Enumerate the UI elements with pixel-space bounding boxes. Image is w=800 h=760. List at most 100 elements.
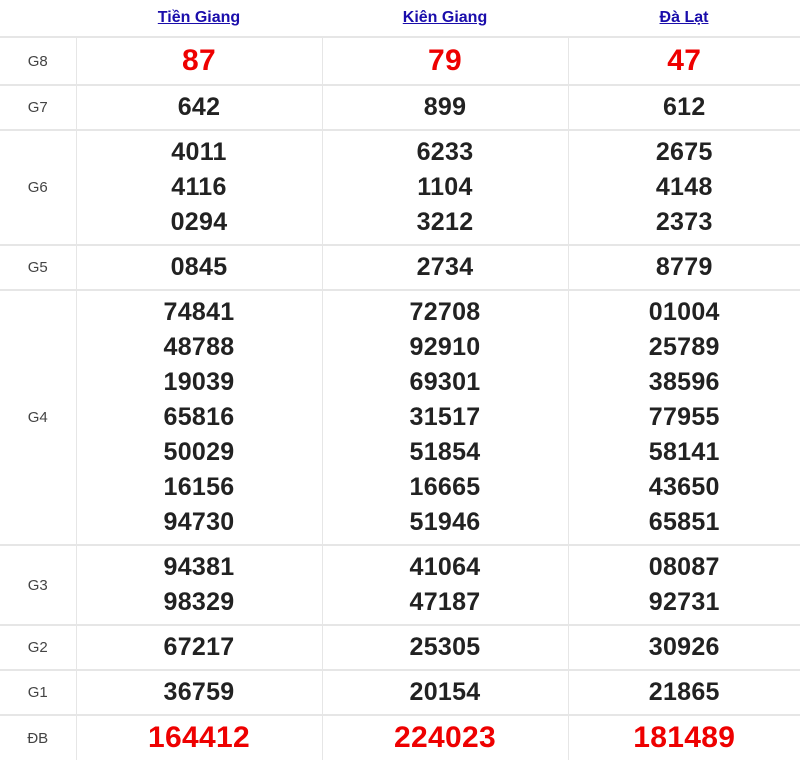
prize-label: G6 — [0, 130, 76, 245]
prize-number: 72708 — [323, 295, 568, 330]
prize-label: ĐB — [0, 715, 76, 760]
prize-number: 4148 — [569, 170, 800, 205]
prize-number: 77955 — [569, 400, 800, 435]
header-empty — [0, 0, 76, 37]
prize-number: 94381 — [77, 550, 322, 585]
prize-number: 92910 — [323, 330, 568, 365]
prize-cell: 67217 — [76, 625, 322, 670]
prize-cell: 0845 — [76, 245, 322, 290]
prize-number: 8779 — [569, 250, 800, 285]
prize-number: 67217 — [77, 630, 322, 665]
prize-cell: 642 — [76, 85, 322, 130]
prize-number: 20154 — [323, 675, 568, 710]
prize-number: 98329 — [77, 585, 322, 620]
prize-cell: 30926 — [568, 625, 800, 670]
prize-number: 47187 — [323, 585, 568, 620]
prize-cell: 612 — [568, 85, 800, 130]
header-province-1: Tiền Giang — [76, 0, 322, 37]
prize-number: 69301 — [323, 365, 568, 400]
prize-label: G2 — [0, 625, 76, 670]
prize-number: 38596 — [569, 365, 800, 400]
prize-label: G3 — [0, 545, 76, 625]
prize-number: 2734 — [323, 250, 568, 285]
prize-number: 94730 — [77, 505, 322, 540]
prize-number: 65816 — [77, 400, 322, 435]
header-row: Tiền Giang Kiên Giang Đà Lạt — [0, 0, 800, 37]
prize-number: 2675 — [569, 135, 800, 170]
prize-number: 36759 — [77, 675, 322, 710]
prize-number: 25789 — [569, 330, 800, 365]
prize-number: 50029 — [77, 435, 322, 470]
prize-number: 43650 — [569, 470, 800, 505]
prize-number: 01004 — [569, 295, 800, 330]
prize-number: 612 — [569, 90, 800, 125]
prize-number: 47 — [569, 43, 800, 79]
prize-cell: 21865 — [568, 670, 800, 715]
header-province-2: Kiên Giang — [322, 0, 568, 37]
prize-number: 164412 — [77, 720, 322, 756]
prize-number: 30926 — [569, 630, 800, 665]
prize-number: 51946 — [323, 505, 568, 540]
prize-number: 79 — [323, 43, 568, 79]
prize-number: 74841 — [77, 295, 322, 330]
prize-cell: 164412 — [76, 715, 322, 760]
prize-number: 642 — [77, 90, 322, 125]
prize-number: 224023 — [323, 720, 568, 756]
prize-cell: 25305 — [322, 625, 568, 670]
prize-cell: 20154 — [322, 670, 568, 715]
prize-number: 25305 — [323, 630, 568, 665]
prize-number: 92731 — [569, 585, 800, 620]
prize-number: 08087 — [569, 550, 800, 585]
prize-number: 41064 — [323, 550, 568, 585]
prize-number: 4011 — [77, 135, 322, 170]
prize-number: 87 — [77, 43, 322, 79]
prize-number: 0845 — [77, 250, 322, 285]
prize-number: 3212 — [323, 205, 568, 240]
prize-cell: 181489 — [568, 715, 800, 760]
prize-cell: 87 — [76, 37, 322, 85]
prize-cell: 224023 — [322, 715, 568, 760]
province-link-kien-giang[interactable]: Kiên Giang — [403, 9, 487, 26]
prize-number: 19039 — [77, 365, 322, 400]
prize-cell: 8779 — [568, 245, 800, 290]
prize-cell: 2734 — [322, 245, 568, 290]
prize-number: 6233 — [323, 135, 568, 170]
prize-number: 16665 — [323, 470, 568, 505]
prize-number: 21865 — [569, 675, 800, 710]
prize-cell: 47 — [568, 37, 800, 85]
prize-number: 4116 — [77, 170, 322, 205]
province-link-tien-giang[interactable]: Tiền Giang — [158, 9, 240, 26]
prize-label: G1 — [0, 670, 76, 715]
prize-number: 58141 — [569, 435, 800, 470]
prize-label: G4 — [0, 290, 76, 545]
prize-cell: 79 — [322, 37, 568, 85]
prize-number: 51854 — [323, 435, 568, 470]
prize-number: 48788 — [77, 330, 322, 365]
prize-number: 2373 — [569, 205, 800, 240]
province-link-da-lat[interactable]: Đà Lạt — [660, 9, 709, 26]
prize-label: G5 — [0, 245, 76, 290]
prize-number: 65851 — [569, 505, 800, 540]
prize-number: 16156 — [77, 470, 322, 505]
prize-label: G7 — [0, 85, 76, 130]
prize-number: 0294 — [77, 205, 322, 240]
prize-cell: 36759 — [76, 670, 322, 715]
prize-cell: 899 — [322, 85, 568, 130]
